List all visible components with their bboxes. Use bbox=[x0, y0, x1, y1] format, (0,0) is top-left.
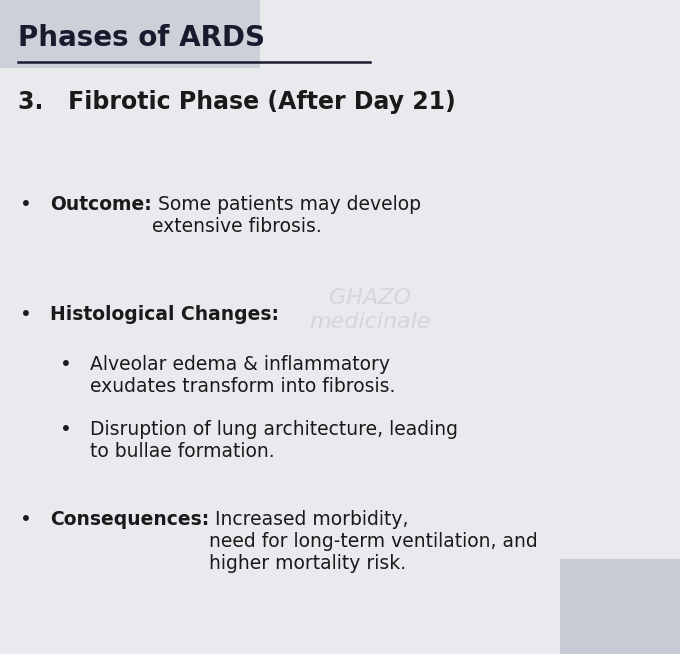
Text: •: • bbox=[20, 305, 32, 324]
Text: Increased morbidity,
need for long-term ventilation, and
higher mortality risk.: Increased morbidity, need for long-term … bbox=[209, 510, 538, 573]
Text: Disruption of lung architecture, leading
to bullae formation.: Disruption of lung architecture, leading… bbox=[90, 420, 458, 461]
Text: Histological Changes:: Histological Changes: bbox=[50, 305, 279, 324]
FancyBboxPatch shape bbox=[560, 559, 680, 654]
Text: 3.   Fibrotic Phase (After Day 21): 3. Fibrotic Phase (After Day 21) bbox=[18, 90, 456, 114]
Text: •: • bbox=[20, 195, 32, 214]
Text: Alveolar edema & inflammatory
exudates transform into fibrosis.: Alveolar edema & inflammatory exudates t… bbox=[90, 355, 395, 396]
Text: Some patients may develop
extensive fibrosis.: Some patients may develop extensive fibr… bbox=[152, 195, 421, 236]
Text: •: • bbox=[60, 420, 72, 439]
Text: Outcome:: Outcome: bbox=[50, 195, 152, 214]
Text: •: • bbox=[20, 510, 32, 529]
FancyBboxPatch shape bbox=[0, 0, 260, 68]
Text: Consequences:: Consequences: bbox=[50, 510, 209, 529]
Text: •: • bbox=[60, 355, 72, 374]
Text: Phases of ARDS: Phases of ARDS bbox=[18, 24, 265, 52]
Text: GHAZO
medicinale: GHAZO medicinale bbox=[309, 288, 431, 332]
